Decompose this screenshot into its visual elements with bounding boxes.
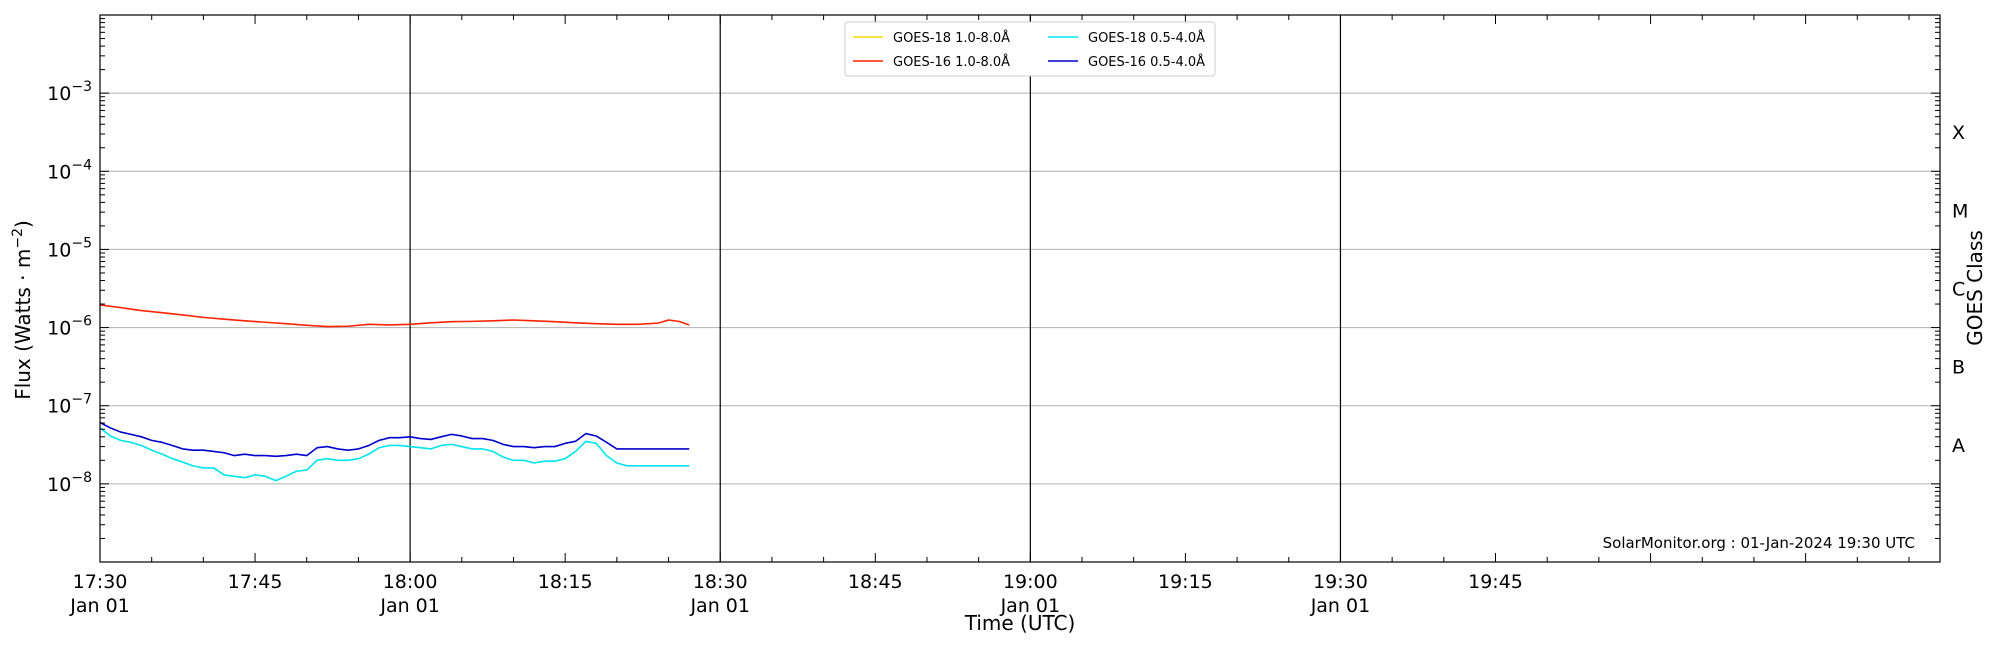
x-tick-sublabel: Jan 01 [1310, 595, 1371, 617]
y-tick-label: 10−7 [47, 392, 92, 418]
x-tick-label: 19:45 [1468, 571, 1523, 593]
legend-label: GOES-18 1.0-8.0Å [893, 30, 1010, 46]
y-tick-labels: 10−3 10−4 10−5 10−6 10−7 10−8 [47, 79, 92, 496]
x-tick-sublabel: Jan 01 [1000, 595, 1061, 617]
x-tick-label: 19:15 [1158, 571, 1213, 593]
goes-class-axis-title: GOES Class [1963, 230, 1987, 346]
plot-frame [99, 14, 1941, 563]
x-tick-label: 18:30 [693, 571, 748, 593]
series-line-3 [99, 421, 690, 458]
credit-annotation: SolarMonitor.org : 01-Jan-2024 19:30 UTC [1603, 534, 1915, 552]
legend-label: GOES-16 0.5-4.0Å [1088, 54, 1205, 70]
legend-label: GOES-18 0.5-4.0Å [1088, 30, 1205, 46]
legend: GOES-18 1.0-8.0Å GOES-18 0.5-4.0Å GOES-16 … [844, 21, 1216, 77]
x-tick-sublabel: Jan 01 [379, 595, 440, 617]
axis-ticks [99, 15, 1940, 563]
goes-class-labels: X M C B A [1952, 122, 1968, 457]
goes-class-label: M [1952, 200, 1968, 222]
x-tick-label: 18:15 [538, 571, 593, 593]
x-tick-label: 18:00 [383, 571, 438, 593]
series-lines [99, 304, 690, 482]
goes-class-label: B [1952, 357, 1965, 379]
y-tick-label: 10−5 [47, 235, 92, 261]
goes-class-label: A [1952, 435, 1965, 457]
x-tick-label: 17:30 [73, 571, 128, 593]
legend-label: GOES-16 1.0-8.0Å [893, 54, 1010, 70]
x-tick-label: 18:45 [848, 571, 903, 593]
y-tick-label: 10−6 [47, 314, 92, 340]
grid [100, 92, 1940, 485]
x-tick-label: 19:00 [1003, 571, 1058, 593]
y-tick-label: 10−4 [47, 157, 92, 183]
day-marker-lines [409, 15, 1342, 562]
x-axis-title: Time (UTC) [964, 611, 1076, 635]
y-axis-title: Flux (Watts · m−2) [10, 220, 35, 400]
y-tick-label: 10−3 [47, 79, 92, 105]
series-line-2 [99, 427, 690, 482]
x-tick-label: 19:30 [1313, 571, 1368, 593]
legend-box [844, 21, 1216, 77]
x-tick-label: 17:45 [228, 571, 283, 593]
x-tick-sublabel: Jan 01 [689, 595, 750, 617]
y-tick-label: 10−8 [47, 470, 92, 496]
series-line-1 [99, 304, 690, 328]
goes-class-label: C [1952, 279, 1965, 301]
x-tick-sublabel: Jan 01 [69, 595, 130, 617]
goes-class-label: X [1952, 122, 1965, 144]
